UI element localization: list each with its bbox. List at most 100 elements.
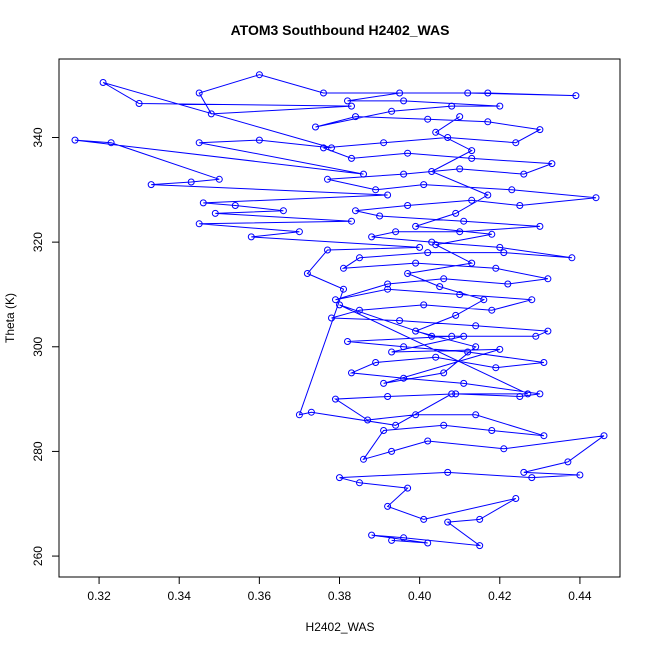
data-point <box>440 275 448 283</box>
data-point <box>352 207 359 215</box>
data-point <box>476 515 484 523</box>
data-point <box>388 107 396 115</box>
data-point <box>324 175 331 183</box>
data-point <box>600 432 608 440</box>
data-point <box>324 246 331 254</box>
data-point <box>492 264 500 272</box>
data-point <box>364 416 372 424</box>
data-point <box>384 280 392 288</box>
data-point <box>452 311 460 319</box>
data-point <box>384 393 392 400</box>
data-point <box>303 270 311 277</box>
data-point <box>400 97 408 105</box>
data-point <box>488 230 496 238</box>
data-point <box>392 421 400 429</box>
data-point <box>528 296 536 304</box>
data-point <box>352 113 359 121</box>
data-point <box>412 259 420 267</box>
data-point <box>416 243 424 251</box>
x-tick-label: 0.32 <box>87 589 111 603</box>
data-point <box>484 118 492 126</box>
data-point <box>456 228 464 236</box>
data-point <box>512 495 520 502</box>
data-point <box>468 154 476 162</box>
data-point <box>448 390 456 398</box>
chart-title: ATOM3 Southbound H2402_WAS <box>231 22 450 38</box>
data-point <box>255 71 263 79</box>
data-point <box>412 411 420 419</box>
data-point <box>195 139 203 147</box>
data-point <box>544 327 552 335</box>
data-point <box>444 134 452 141</box>
data-point <box>400 374 408 382</box>
data-point <box>468 196 476 204</box>
data-point <box>440 369 448 377</box>
data-point <box>444 518 452 526</box>
data-point <box>544 275 552 283</box>
data-point <box>388 348 396 356</box>
data-point <box>392 228 400 236</box>
data-point <box>540 432 548 440</box>
data-point <box>396 317 404 325</box>
data-point <box>135 100 143 107</box>
data-point <box>400 170 408 178</box>
data-point <box>496 102 504 110</box>
data-point <box>528 474 536 482</box>
data-point <box>592 194 600 202</box>
data-point <box>207 110 215 118</box>
data-point <box>548 160 556 168</box>
data-point <box>376 212 384 220</box>
data-point <box>380 139 388 147</box>
data-point <box>464 89 472 97</box>
data-point <box>540 359 548 366</box>
data-point <box>295 228 303 236</box>
data-point <box>384 191 392 199</box>
data-point <box>312 123 319 131</box>
y-tick-label: 320 <box>31 232 45 252</box>
data-point <box>456 165 464 173</box>
data-point <box>99 79 107 86</box>
x-tick-label: 0.36 <box>248 589 272 603</box>
data-point <box>368 233 376 241</box>
data-point <box>424 437 432 445</box>
data-point <box>247 233 255 241</box>
data-point <box>420 181 428 189</box>
data-point <box>444 468 452 476</box>
data-point <box>344 97 351 105</box>
data-point <box>360 170 367 178</box>
data-point <box>412 327 420 335</box>
data-point <box>332 395 339 403</box>
y-axis-label: Theta (K) <box>3 293 17 343</box>
data-point <box>71 136 79 144</box>
data-point <box>279 207 287 215</box>
data-point <box>536 390 544 398</box>
data-point <box>348 369 355 377</box>
data-point <box>404 149 412 157</box>
data-point <box>380 379 388 387</box>
data-point <box>424 115 432 123</box>
data-point <box>536 126 544 134</box>
data-point <box>448 102 456 110</box>
data-point <box>328 144 335 152</box>
y-tick-label: 300 <box>31 336 45 356</box>
x-axis-label: H2402_WAS <box>306 620 375 634</box>
data-point <box>420 515 428 523</box>
data-point <box>344 338 351 345</box>
data-point <box>356 254 363 262</box>
data-point <box>520 468 528 476</box>
data-point <box>488 427 496 434</box>
data-point <box>360 455 367 463</box>
data-point <box>195 89 203 97</box>
data-point <box>516 393 524 400</box>
series-lines <box>74 74 605 547</box>
data-point <box>468 147 476 155</box>
data-point <box>356 306 363 314</box>
data-point <box>516 202 524 209</box>
data-point <box>456 291 464 298</box>
data-point <box>404 484 412 492</box>
data-point <box>488 306 496 314</box>
data-point <box>500 249 508 257</box>
data-point <box>572 92 580 100</box>
x-tick-label: 0.34 <box>168 589 192 603</box>
